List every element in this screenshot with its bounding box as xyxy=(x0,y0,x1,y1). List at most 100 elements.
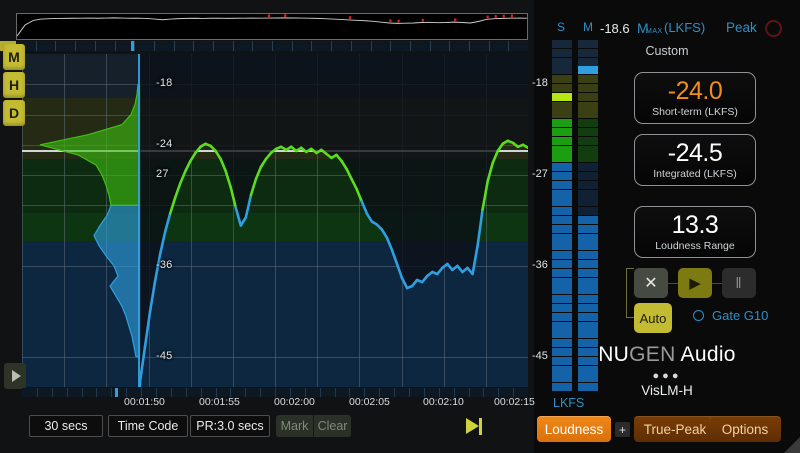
gridline-v xyxy=(359,54,361,387)
navigator-bar[interactable] xyxy=(16,41,528,51)
loudness-trace-segment xyxy=(390,248,399,266)
readout-integrated[interactable]: -24.5 Integrated (LKFS) xyxy=(634,134,756,186)
mode-tab-m[interactable]: M xyxy=(3,44,25,70)
navigator-tick xyxy=(488,41,490,51)
loudness-trace-segment xyxy=(435,266,444,276)
meter-segment xyxy=(578,374,598,383)
reset-button[interactable]: ✕ xyxy=(634,268,668,298)
time-tick xyxy=(394,388,396,397)
meter-segment xyxy=(552,233,572,242)
mode-tab-h[interactable]: H xyxy=(3,72,25,98)
playhead[interactable] xyxy=(138,54,140,387)
meter-segment xyxy=(552,154,572,163)
meter-segment xyxy=(552,216,572,224)
meter-segment xyxy=(552,66,572,75)
y-axis-label: 27 xyxy=(156,168,169,181)
pause-button[interactable]: ‖ xyxy=(722,268,756,298)
meter-segment xyxy=(578,57,598,66)
gate-radio[interactable] xyxy=(693,310,704,321)
time-tick xyxy=(200,388,202,397)
resize-handle[interactable] xyxy=(784,437,800,453)
readout-loudness-range[interactable]: 13.3 Loudness Range xyxy=(634,206,756,258)
time-axis-label: 00:01:50 xyxy=(124,396,165,408)
readout-loudness-range-label: Loudness Range xyxy=(655,239,735,252)
overview-strip[interactable] xyxy=(16,13,528,40)
y-axis-label: -45 xyxy=(156,349,173,362)
gridline-v xyxy=(22,54,23,387)
pr-button[interactable]: PR:3.0 secs xyxy=(190,415,270,437)
time-axis-label: 00:02:10 xyxy=(423,396,464,408)
meter-segment xyxy=(578,101,598,110)
time-tick xyxy=(111,388,113,397)
expand-panel-button[interactable] xyxy=(4,363,26,389)
loudness-trace-segment xyxy=(395,262,404,280)
meter-segment xyxy=(578,180,598,189)
navigator-tick xyxy=(252,41,254,51)
loudness-trace-segment xyxy=(496,142,505,153)
add-meter-button[interactable]: + xyxy=(615,422,630,437)
loudness-trace-segment xyxy=(521,143,528,150)
loudness-trace-segment xyxy=(345,167,353,181)
timeformat-label: Time Code xyxy=(117,419,179,433)
meter-segment xyxy=(552,277,572,286)
histogram-area xyxy=(93,204,141,358)
mmax-units: (LKFS) xyxy=(664,20,706,35)
timespan-button[interactable]: 30 secs xyxy=(29,415,103,437)
mark-button[interactable]: Mark xyxy=(276,415,313,437)
loudness-trace-segment xyxy=(184,159,192,173)
meter-scale-label: -27 xyxy=(532,168,548,181)
brand-dots: ●●● xyxy=(652,370,682,382)
plot-overlay xyxy=(39,54,528,387)
meter-segment xyxy=(578,304,598,312)
peak-lamp-icon[interactable] xyxy=(765,20,782,37)
meter-segment xyxy=(552,224,572,233)
loudness-trace-segment xyxy=(168,196,177,215)
navigator-tick xyxy=(35,41,37,51)
loudness-trace-segment xyxy=(174,181,182,199)
overview-peak-marker xyxy=(486,15,489,19)
loudness-trace-segment xyxy=(481,179,490,211)
overview-peak-marker xyxy=(348,16,352,19)
meter-segment xyxy=(578,154,598,163)
mode-tab-d[interactable]: D xyxy=(3,100,25,126)
meter-segment xyxy=(578,277,598,286)
navigator-tick xyxy=(272,41,273,51)
true-peak-tab-button[interactable]: True-Peak xyxy=(634,416,716,442)
navigator-playhead[interactable] xyxy=(131,41,134,51)
meter-segment xyxy=(578,198,598,207)
auto-button[interactable]: Auto xyxy=(634,303,672,333)
histogram-area xyxy=(39,83,141,206)
readout-short-term[interactable]: -24.0 Short-term (LKFS) xyxy=(634,72,756,124)
loudness-trace-segment xyxy=(365,212,374,223)
gridline-v xyxy=(64,54,66,387)
meter-segment xyxy=(552,312,572,321)
meter-segment xyxy=(552,295,572,304)
meter-segment xyxy=(578,48,598,57)
navigator-tick xyxy=(409,41,411,51)
loudness-trace-segment xyxy=(143,309,152,348)
time-tick xyxy=(66,388,68,397)
options-button[interactable]: Options xyxy=(709,416,781,442)
meter-segment xyxy=(552,163,572,172)
meter-segment xyxy=(552,48,572,57)
preset-name[interactable]: Custom xyxy=(645,44,689,58)
time-axis[interactable] xyxy=(22,388,528,397)
next-marker-button[interactable] xyxy=(466,415,488,437)
play-button[interactable]: ▶ xyxy=(678,268,712,298)
meter-segment xyxy=(578,356,598,365)
timeformat-button[interactable]: Time Code xyxy=(108,415,188,437)
loudness-trace-segment xyxy=(264,151,273,161)
loudness-tab-button[interactable]: Loudness xyxy=(537,416,611,442)
overview-loudness-line xyxy=(17,17,527,37)
meter-segment xyxy=(552,172,572,180)
clear-button[interactable]: Clear xyxy=(313,415,351,437)
loudness-trace-segment xyxy=(259,157,268,169)
meter-segment xyxy=(578,40,598,48)
navigator-tick xyxy=(193,41,195,51)
loudness-graph[interactable]: -18 -24 27 -36 -45 xyxy=(22,54,528,387)
navigator-tick xyxy=(232,41,234,51)
pause-icon: ‖ xyxy=(735,274,743,292)
loudness-trace-segment xyxy=(350,177,359,191)
meter-segment xyxy=(552,136,572,145)
